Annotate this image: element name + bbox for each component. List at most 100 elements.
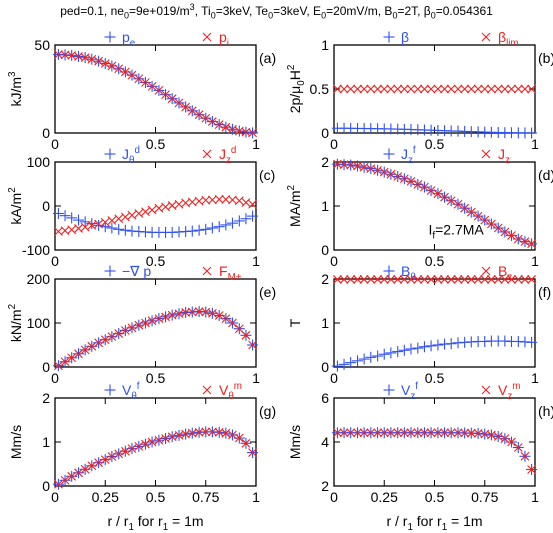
y-tick-label: 0 bbox=[321, 359, 329, 375]
data-point bbox=[80, 222, 90, 232]
data-point bbox=[100, 59, 110, 68]
data-point bbox=[453, 275, 463, 284]
data-point bbox=[114, 449, 124, 459]
data-point bbox=[221, 122, 231, 132]
data-point bbox=[161, 312, 170, 322]
y-tick-label: 1 bbox=[321, 315, 329, 331]
data-point bbox=[433, 84, 443, 94]
legend-label: FM+ bbox=[219, 263, 242, 283]
data-point bbox=[54, 50, 63, 59]
data-point bbox=[393, 84, 403, 94]
data-point bbox=[221, 314, 231, 323]
data-point bbox=[60, 357, 70, 367]
data-point bbox=[480, 275, 490, 284]
data-point bbox=[513, 84, 523, 94]
data-point bbox=[333, 428, 342, 438]
y-tick-label: 50 bbox=[34, 37, 50, 53]
data-point bbox=[507, 275, 516, 284]
legend-marker bbox=[481, 149, 491, 159]
x-tick-label: 0 bbox=[330, 370, 338, 386]
x-tick-label: 1 bbox=[252, 489, 260, 505]
data-point bbox=[386, 84, 396, 94]
data-point bbox=[221, 428, 231, 438]
data-point bbox=[119, 224, 131, 236]
data-point bbox=[399, 428, 409, 438]
data-point bbox=[114, 214, 124, 224]
legend-marker bbox=[202, 149, 212, 159]
legend-label: Jz bbox=[498, 146, 510, 166]
data-point bbox=[440, 192, 449, 202]
y-tick-label: 1 bbox=[321, 37, 329, 53]
x-tick-label: 1 bbox=[252, 136, 260, 152]
data-point bbox=[134, 74, 144, 84]
data-point bbox=[460, 203, 470, 213]
data-point bbox=[425, 340, 437, 352]
x-tick-label: 1 bbox=[252, 370, 260, 386]
data-point bbox=[507, 84, 516, 94]
series-B_θ bbox=[331, 335, 538, 372]
data-point bbox=[359, 275, 369, 284]
data-point bbox=[453, 199, 463, 209]
data-point bbox=[513, 443, 523, 452]
x-tick-label: 1 bbox=[531, 370, 539, 386]
data-point bbox=[446, 275, 456, 284]
y-tick-label: 100 bbox=[27, 154, 51, 170]
data-point bbox=[120, 326, 130, 335]
data-point bbox=[500, 275, 510, 284]
x-tick-label: 0.25 bbox=[92, 489, 119, 505]
data-point bbox=[127, 444, 137, 453]
y-tick-label: 0 bbox=[42, 359, 50, 375]
data-point bbox=[413, 84, 423, 94]
data-point bbox=[241, 438, 251, 448]
data-point bbox=[214, 195, 224, 204]
data-point bbox=[365, 351, 377, 363]
data-point bbox=[134, 442, 144, 451]
x-tick-label: 0.5 bbox=[425, 136, 445, 152]
legend-marker bbox=[481, 385, 491, 395]
data-point bbox=[379, 84, 389, 94]
data-point bbox=[420, 182, 429, 192]
data-point bbox=[420, 84, 429, 94]
data-point bbox=[493, 223, 503, 233]
data-point bbox=[440, 275, 449, 284]
legend-label: βlim bbox=[498, 29, 519, 49]
data-point bbox=[440, 84, 449, 94]
data-point bbox=[73, 214, 85, 226]
data-point bbox=[127, 210, 137, 220]
data-point bbox=[233, 215, 245, 227]
data-point bbox=[493, 275, 503, 284]
data-point bbox=[393, 275, 403, 284]
x-axis-label: r / r1 for r1 = 1m bbox=[386, 513, 482, 533]
y-tick-label: 2 bbox=[321, 154, 329, 170]
data-point bbox=[413, 428, 423, 438]
data-point bbox=[59, 210, 71, 222]
data-point bbox=[373, 84, 383, 94]
data-point bbox=[440, 428, 449, 438]
data-point bbox=[466, 84, 476, 94]
data-point bbox=[473, 211, 483, 221]
data-point bbox=[433, 428, 443, 438]
data-point bbox=[194, 307, 204, 316]
data-point bbox=[200, 223, 212, 235]
data-point bbox=[60, 475, 70, 485]
y-axis-label: Mm/s bbox=[287, 425, 303, 459]
data-point bbox=[94, 458, 104, 468]
data-point bbox=[107, 61, 117, 71]
panel-label: (d) bbox=[538, 167, 553, 183]
data-point bbox=[161, 434, 170, 443]
legend-label: Jθd bbox=[122, 145, 140, 166]
data-point bbox=[353, 84, 362, 94]
panel-label: (a) bbox=[259, 50, 276, 66]
data-point bbox=[134, 320, 144, 330]
data-point bbox=[353, 275, 362, 284]
data-point bbox=[366, 428, 376, 438]
data-point bbox=[67, 225, 77, 235]
series-J_z^d bbox=[54, 195, 257, 236]
y-tick-label: 0 bbox=[321, 125, 329, 141]
data-point bbox=[480, 215, 490, 225]
x-tick-label: 0 bbox=[51, 253, 59, 269]
data-point bbox=[486, 219, 496, 229]
panel-e: 0 100 200 0 0.5 1 kN/m2 (e) −∇ p FM+ bbox=[7, 263, 276, 386]
x-tick-label: 0 bbox=[51, 489, 59, 505]
